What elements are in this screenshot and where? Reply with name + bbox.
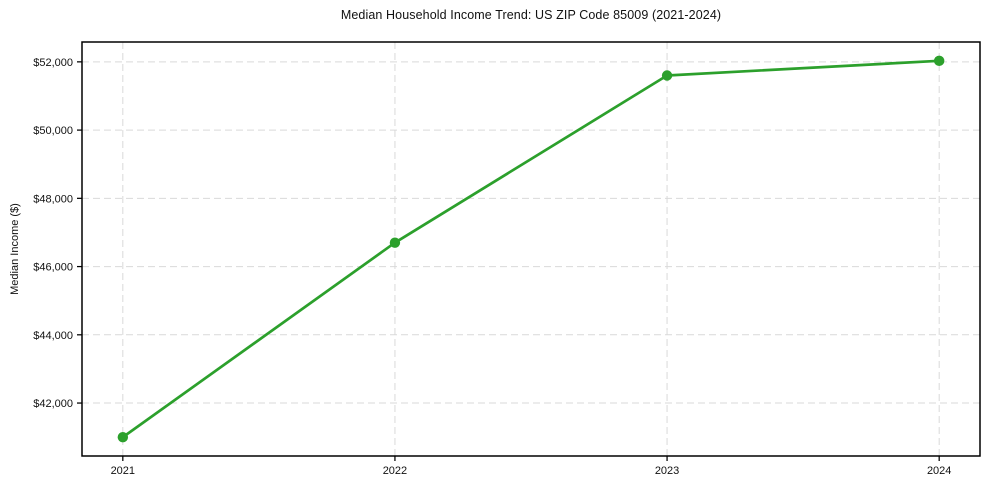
data-point-2022 bbox=[389, 237, 401, 248]
x-tick-label: 2022 bbox=[383, 465, 407, 477]
y-tick-labels: $42,000 $44,000 $46,000 $48,000 $50,000 $52,0… bbox=[33, 57, 73, 410]
income-trend-line bbox=[121, 59, 941, 439]
y-tick-label: $52,000 bbox=[33, 57, 73, 69]
chart-title: Median Household Income Trend: US ZIP Co… bbox=[340, 8, 722, 22]
data-point-2023 bbox=[661, 70, 673, 81]
x-tick-label: 2024 bbox=[927, 465, 951, 477]
x-tick-label: 2023 bbox=[655, 465, 679, 477]
y-tick-label: $50,000 bbox=[33, 125, 73, 137]
y-tick-label: $48,000 bbox=[33, 193, 73, 205]
data-point-2024 bbox=[933, 55, 945, 67]
x-tick-label: 2021 bbox=[111, 465, 135, 477]
tick-marks bbox=[77, 61, 940, 461]
y-tick-label: $42,000 bbox=[33, 398, 73, 410]
y-tick-label: $44,000 bbox=[33, 330, 73, 342]
y-axis-title-text: Median Income ($) bbox=[9, 203, 21, 295]
y-tick-label: $46,000 bbox=[33, 262, 73, 274]
grid-lines bbox=[82, 42, 980, 456]
plot-frame bbox=[81, 41, 981, 457]
x-tick-labels: 2021 2022 2023 2024 bbox=[111, 465, 952, 477]
data-point-2021 bbox=[117, 431, 129, 443]
